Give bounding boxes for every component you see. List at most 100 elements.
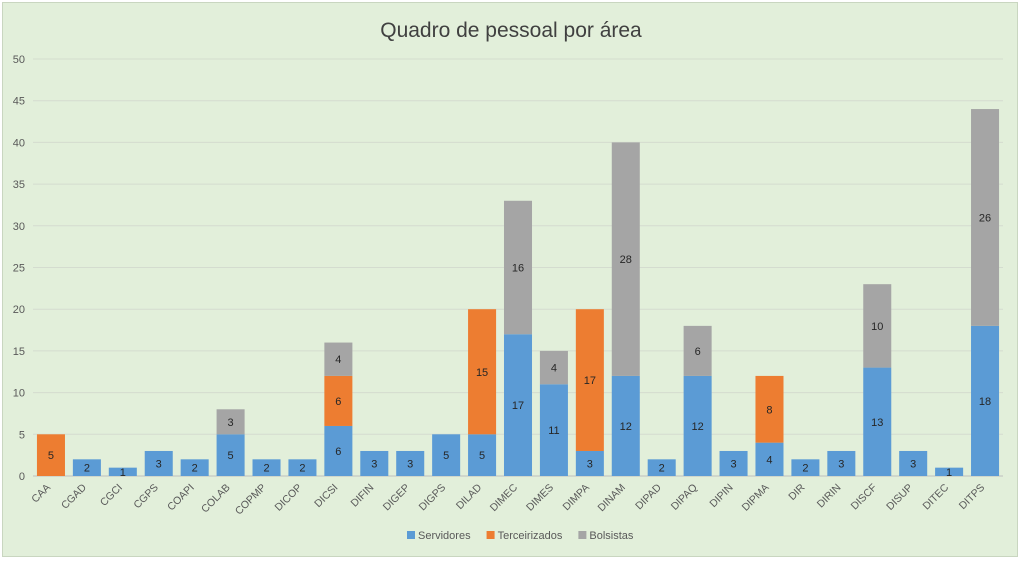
bar-segment xyxy=(503,334,533,476)
bar-segment xyxy=(36,434,65,476)
x-tick-label: CGPS xyxy=(131,482,161,512)
y-tick-label: 15 xyxy=(13,346,25,358)
chart-title: Quadro de pessoal por área xyxy=(380,19,642,42)
data-label: 3 xyxy=(910,458,916,470)
x-tick-label: CGCI xyxy=(98,482,125,509)
legend-swatch xyxy=(486,531,495,539)
bar-segment xyxy=(216,409,245,435)
data-label: 17 xyxy=(584,375,596,387)
data-label: 2 xyxy=(299,463,305,475)
x-tick-label: CGAD xyxy=(59,481,89,511)
x-tick-label: DIMPA xyxy=(561,482,592,513)
bar-segment xyxy=(108,467,137,476)
data-label: 6 xyxy=(335,446,341,458)
x-tick-label: DINAM xyxy=(595,482,627,514)
bar-segment xyxy=(935,467,964,476)
y-axis: 0 5 10 15 20 25 30 35 40 45 50 xyxy=(13,54,25,483)
x-tick-label: CAA xyxy=(29,482,53,506)
bar-segment xyxy=(971,325,1000,476)
x-tick-label: COPMP xyxy=(233,482,269,518)
data-label: 12 xyxy=(692,421,704,433)
legend-item: Servidores xyxy=(407,530,471,542)
data-label: 3 xyxy=(156,458,162,470)
data-label: 5 xyxy=(48,450,54,462)
y-tick-label: 25 xyxy=(13,263,25,275)
bar-segment xyxy=(432,434,461,476)
legend: Servidores Terceirizados Bolsistas xyxy=(407,530,634,542)
legend-label: Servidores xyxy=(418,530,471,542)
data-label: 15 xyxy=(476,367,488,379)
bar-segment xyxy=(611,375,640,476)
x-tick-label: DICSI xyxy=(312,482,340,510)
data-label: 5 xyxy=(479,450,485,462)
bar-segment xyxy=(755,375,784,443)
y-tick-label: 45 xyxy=(13,96,25,108)
bar-segment xyxy=(971,109,1000,326)
x-tick-label: DITPS xyxy=(957,482,987,512)
y-tick-label: 50 xyxy=(13,54,25,66)
x-tick-label: DIFIN xyxy=(349,482,377,510)
bar-segment xyxy=(180,459,209,476)
bar-segment xyxy=(216,434,245,476)
data-label: 2 xyxy=(192,463,198,475)
y-tick-label: 10 xyxy=(13,388,25,400)
data-label: 6 xyxy=(695,346,701,358)
x-tick-label: DIPMA xyxy=(740,482,772,514)
data-label: 18 xyxy=(979,396,991,408)
bar-segment xyxy=(683,325,712,376)
data-label: 2 xyxy=(802,463,808,475)
bar-segment xyxy=(791,459,820,476)
bar-segment xyxy=(863,367,892,476)
y-tick-label: 40 xyxy=(13,137,25,149)
legend-swatch xyxy=(578,531,587,539)
bar-segment xyxy=(539,350,568,385)
x-tick-label: DIR xyxy=(786,481,808,503)
legend-label: Terceirizados xyxy=(498,530,563,542)
bar-segment xyxy=(468,309,497,435)
x-tick-label: DIPIN xyxy=(707,482,735,510)
bar-segment xyxy=(288,459,317,476)
x-tick-label: DISCF xyxy=(849,482,880,513)
data-label: 11 xyxy=(548,425,559,437)
data-label: 1 xyxy=(120,467,126,479)
bar-segment xyxy=(503,200,533,335)
x-tick-label: DICOP xyxy=(273,482,305,514)
y-tick-label: 20 xyxy=(13,304,25,316)
bar-segment xyxy=(144,450,173,476)
bar-segment xyxy=(683,375,712,476)
x-tick-label: DIPAD xyxy=(633,481,664,512)
y-tick-label: 5 xyxy=(19,429,25,441)
x-tick-label: DISUP xyxy=(884,482,915,513)
data-label: 3 xyxy=(371,458,377,470)
data-label: 16 xyxy=(512,263,524,275)
data-label: 4 xyxy=(766,454,772,466)
data-label: 3 xyxy=(838,458,844,470)
bar-segment xyxy=(863,284,892,368)
x-tick-label: DIGEP xyxy=(381,482,413,514)
legend-item: Bolsistas xyxy=(578,530,634,542)
data-label: 1 xyxy=(946,467,952,479)
legend-label: Bolsistas xyxy=(589,530,634,542)
bar-segment xyxy=(719,450,748,476)
bar-segment xyxy=(575,450,604,476)
x-tick-label: DIGPS xyxy=(417,482,449,514)
bar-segment xyxy=(324,342,353,376)
data-label: 5 xyxy=(228,450,234,462)
bar-segment xyxy=(899,450,928,476)
bar-segment xyxy=(72,459,101,476)
x-tick-label: COAPI xyxy=(165,482,197,514)
x-axis: CAA CGAD CGCI CGPS COAPI COLAB COPMP DICOP DICSI… xyxy=(29,481,987,517)
data-label: 4 xyxy=(335,354,341,366)
bar-segment xyxy=(539,384,568,476)
bar-segment xyxy=(611,142,640,376)
data-label: 2 xyxy=(84,463,90,475)
data-label: 17 xyxy=(512,400,524,412)
data-label: 13 xyxy=(871,417,883,429)
y-tick-label: 0 xyxy=(19,471,25,483)
stacked-bar-chart: Quadro de pessoal por área 0510152025303… xyxy=(13,19,1003,542)
bar-segment xyxy=(324,425,353,476)
data-label: 2 xyxy=(263,463,269,475)
legend-item: Terceirizados xyxy=(486,530,563,542)
x-tick-label: DIMEC xyxy=(488,481,521,514)
